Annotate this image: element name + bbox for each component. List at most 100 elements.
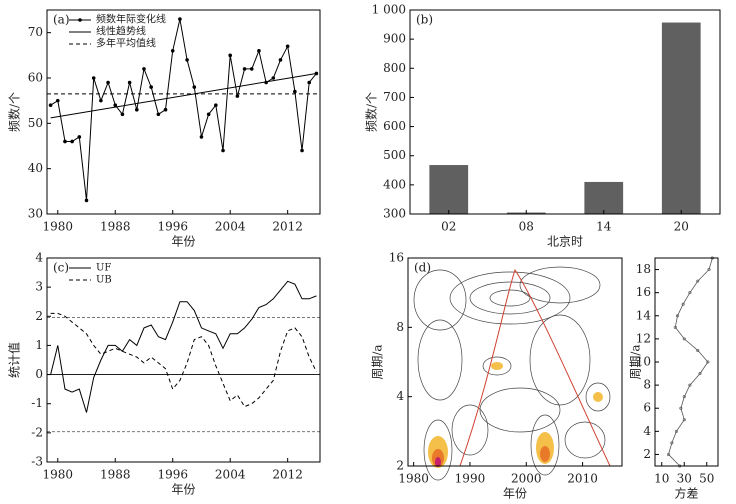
series-line — [50, 312, 317, 408]
x-axis-label: 年份 — [171, 483, 195, 497]
point — [314, 71, 319, 76]
point — [113, 103, 118, 107]
point — [77, 135, 82, 139]
y-tick-label: -3 — [31, 455, 43, 469]
y-axis-label: 统计值 — [7, 342, 22, 378]
point — [675, 314, 679, 318]
y-tick-label: 12 — [636, 331, 651, 345]
point — [192, 85, 197, 89]
bar — [584, 181, 624, 214]
y-tick-label: 40 — [28, 161, 43, 175]
point — [55, 98, 60, 103]
y-tick-label: 300 — [383, 207, 406, 221]
point — [106, 80, 110, 85]
y-tick-label: 1 — [35, 338, 43, 352]
legend-label: UB — [96, 275, 112, 286]
point — [149, 85, 153, 89]
x-tick-label: 2012 — [272, 220, 303, 234]
y-axis-label: 频数/个 — [7, 92, 22, 132]
y-tick-label: 500 — [383, 148, 406, 162]
y-tick-label: 1 000 — [372, 3, 406, 17]
legend-label: 多年平均值线 — [96, 37, 156, 50]
point — [307, 80, 312, 85]
y-tick-label: 50 — [28, 116, 43, 130]
plot-frame — [407, 257, 623, 467]
point — [185, 58, 189, 62]
point — [707, 268, 711, 272]
y-tick-label: 4 — [643, 424, 651, 438]
point — [70, 139, 74, 144]
panel-label: (a) — [53, 13, 70, 27]
x-axis-label: 年份 — [171, 235, 195, 249]
point — [278, 58, 283, 62]
x-tick-label: 1988 — [100, 468, 131, 482]
point — [142, 67, 146, 71]
bar — [429, 165, 469, 214]
point — [242, 67, 247, 71]
point — [696, 279, 700, 283]
panel-label: (b) — [416, 13, 433, 27]
point — [91, 76, 96, 80]
y-axis-label: 周期/a — [371, 344, 385, 379]
point — [698, 372, 702, 376]
wavelet-contours — [413, 266, 611, 481]
y-tick-label: 8 — [396, 320, 404, 334]
y-tick-label: 700 — [383, 90, 406, 104]
y-tick-label: 4 — [396, 389, 404, 403]
x-tick-label: 2010 — [567, 472, 598, 486]
legend-marker — [78, 18, 82, 22]
plot-frame — [46, 9, 321, 215]
point — [120, 112, 125, 117]
point — [679, 406, 683, 410]
point — [156, 112, 161, 117]
y-tick-label: 8 — [643, 378, 651, 392]
y-tick-label: 2 — [396, 459, 404, 473]
point — [682, 337, 686, 341]
x-axis-label: 方差 — [674, 486, 698, 501]
plot-frame — [654, 257, 719, 467]
x-tick-label: 14 — [596, 220, 612, 234]
point — [163, 107, 168, 112]
point — [688, 383, 692, 387]
y-axis-label: 频数/个 — [364, 92, 379, 132]
x-tick-label: 30 — [677, 472, 692, 486]
point — [673, 325, 677, 329]
point — [48, 103, 53, 107]
point — [682, 418, 686, 422]
point — [249, 67, 254, 71]
x-tick-label: 1988 — [100, 220, 131, 234]
y-tick-label: 2 — [35, 309, 43, 323]
legend-label: UF — [96, 263, 111, 274]
point — [127, 80, 132, 85]
x-tick-label: 2004 — [215, 220, 246, 234]
y-tick-label: 60 — [28, 71, 43, 85]
x-tick-label: 20 — [674, 220, 689, 234]
point — [293, 89, 297, 94]
x-tick-label: 2004 — [215, 468, 246, 482]
legend-label: 线性趋势线 — [96, 25, 146, 38]
point — [135, 107, 139, 112]
point — [688, 291, 692, 295]
y-tick-label: 18 — [636, 262, 651, 276]
bar — [661, 22, 701, 214]
x-tick-label: 2000 — [511, 472, 542, 486]
point — [228, 53, 232, 58]
y-tick-label: 800 — [383, 61, 406, 75]
point — [178, 17, 182, 21]
y-tick-label: 3 — [35, 280, 43, 294]
y-tick-label: 0 — [35, 367, 43, 381]
point — [221, 148, 225, 153]
y-tick-label: 70 — [28, 25, 43, 39]
x-tick-label: 1980 — [43, 468, 74, 482]
x-tick-label: 50 — [699, 472, 714, 486]
x-tick-label: 1990 — [455, 472, 486, 486]
y-tick-label: 900 — [383, 32, 406, 46]
variance-line — [668, 257, 713, 467]
plot-frame — [46, 257, 321, 463]
point — [170, 49, 175, 53]
point — [666, 452, 670, 456]
y-tick-label: 600 — [383, 119, 406, 133]
point — [670, 441, 674, 445]
y-tick-label: 14 — [636, 308, 652, 322]
x-tick-label: 1996 — [157, 468, 188, 482]
